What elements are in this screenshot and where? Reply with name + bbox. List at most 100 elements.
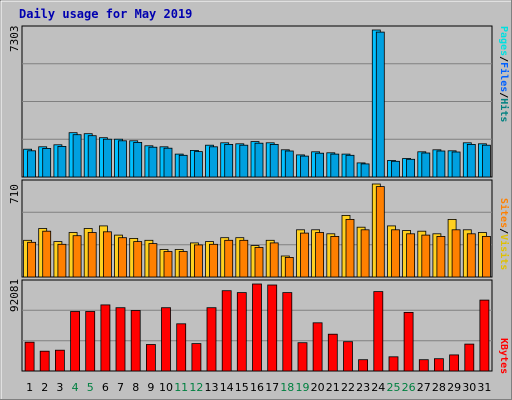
bar-hits-files-files-26 — [406, 158, 416, 178]
bar-sites-visits-sites-29 — [451, 229, 461, 278]
ymax-label-visits: 710 — [8, 184, 21, 204]
bar-kbytes-kbytes-17 — [267, 284, 278, 372]
bar-sites-visits-sites-6 — [103, 231, 112, 278]
legend-hits: Hits — [498, 98, 509, 123]
bar-hits-files-files-3 — [57, 145, 67, 178]
x-tick-label: 13 — [205, 381, 219, 394]
bar-sites-visits-sites-14 — [224, 239, 234, 278]
bar-kbytes-kbytes-5 — [85, 311, 96, 372]
legend-bot: KBytes — [498, 338, 509, 374]
bar-kbytes-kbytes-26 — [403, 311, 414, 372]
bar-sites-visits-sites-23 — [360, 229, 370, 278]
bar-hits-files-files-21 — [330, 153, 340, 178]
x-tick-label: 29 — [447, 381, 461, 394]
bar-hits-files-files-24 — [375, 31, 385, 178]
x-tick-label: 20 — [311, 381, 325, 394]
bar-hits-files-files-8 — [133, 141, 143, 178]
bar-kbytes-kbytes-20 — [312, 322, 323, 372]
legend-visits: Visits — [498, 234, 509, 271]
bar-kbytes-kbytes-21 — [327, 333, 338, 372]
chart-title: Daily usage for May 2019 — [19, 7, 193, 21]
bar-kbytes-kbytes-23 — [358, 359, 369, 372]
bar-hits-files-files-27 — [421, 152, 431, 178]
bar-kbytes-kbytes-11 — [176, 323, 187, 372]
x-tick-label: 16 — [250, 381, 264, 394]
bar-sites-visits-sites-16 — [254, 247, 264, 278]
x-tick-label: 5 — [87, 381, 94, 394]
x-tick-label: 31 — [477, 381, 491, 394]
bar-hits-files-files-2 — [42, 147, 52, 178]
bar-sites-visits-sites-21 — [330, 235, 340, 278]
legend-pages: Pages — [498, 26, 509, 57]
bar-sites-visits-sites-3 — [57, 243, 67, 278]
bar-hits-files-files-29 — [451, 151, 461, 178]
bar-hits-files-files-1 — [27, 150, 37, 178]
bar-kbytes-kbytes-19 — [297, 342, 308, 372]
bar-sites-visits-sites-8 — [133, 241, 143, 278]
bar-kbytes-kbytes-2 — [39, 350, 50, 372]
x-tick-label: 7 — [117, 381, 124, 394]
bar-hits-files-files-20 — [315, 152, 325, 178]
bar-kbytes-kbytes-30 — [464, 343, 475, 372]
bar-sites-visits-sites-24 — [375, 186, 385, 278]
bar-hits-files-files-5 — [87, 135, 97, 178]
bar-hits-files-files-14 — [224, 143, 234, 178]
x-tick-label: 23 — [356, 381, 370, 394]
bar-sites-visits-sites-30 — [466, 233, 476, 278]
bar-sites-visits-sites-28 — [436, 235, 446, 278]
bar-sites-visits-sites-25 — [391, 229, 400, 278]
bar-hits-files-files-12 — [193, 151, 203, 178]
bar-hits-files-files-9 — [148, 146, 158, 178]
legend-mid: Sites/Visits — [498, 198, 509, 270]
bar-kbytes-kbytes-24 — [373, 291, 384, 372]
bar-sites-visits-sites-19 — [300, 232, 309, 278]
bar-sites-visits-sites-18 — [284, 256, 294, 278]
bar-sites-visits-sites-5 — [87, 232, 97, 278]
bar-sites-visits-sites-31 — [481, 235, 491, 278]
bar-hits-files-files-6 — [103, 138, 112, 178]
bar-hits-files-files-10 — [163, 147, 173, 178]
bar-sites-visits-sites-20 — [315, 232, 325, 278]
bar-kbytes-kbytes-27 — [418, 359, 429, 372]
x-tick-label: 21 — [326, 381, 340, 394]
x-tick-label: 15 — [235, 381, 249, 394]
bar-sites-visits-sites-27 — [421, 234, 431, 278]
bar-hits-files-files-19 — [300, 155, 309, 178]
bar-hits-files-files-13 — [209, 146, 218, 178]
ymax-label-hits: 7303 — [8, 25, 21, 53]
x-tick-label: 8 — [132, 381, 139, 394]
bar-hits-files-files-25 — [391, 160, 400, 178]
bar-sites-visits-sites-15 — [239, 239, 249, 278]
bar-hits-files-files-16 — [254, 142, 264, 178]
bar-kbytes-kbytes-7 — [115, 307, 126, 372]
bar-hits-files-files-17 — [269, 143, 279, 178]
x-tick-label: 25 — [387, 381, 401, 394]
x-tick-label: 18 — [280, 381, 294, 394]
x-tick-label: 9 — [147, 381, 154, 394]
bar-kbytes-kbytes-28 — [433, 358, 444, 372]
bar-hits-files-files-23 — [360, 163, 370, 178]
bar-kbytes-kbytes-31 — [479, 299, 490, 372]
bar-hits-files-files-31 — [481, 144, 491, 178]
x-tick-label: 2 — [41, 381, 48, 394]
bar-kbytes-kbytes-3 — [55, 349, 65, 372]
bar-kbytes-kbytes-15 — [236, 292, 247, 372]
x-tick-label: 27 — [417, 381, 431, 394]
x-tick-label: 6 — [102, 381, 109, 394]
legend-top: Pages/Files/Hits — [498, 26, 509, 122]
bar-sites-visits-sites-17 — [269, 242, 279, 278]
bar-sites-visits-sites-10 — [163, 251, 173, 278]
bar-kbytes-kbytes-13 — [206, 307, 217, 372]
bar-hits-files-files-22 — [345, 154, 355, 178]
bar-kbytes-kbytes-10 — [161, 307, 171, 372]
x-tick-label: 12 — [189, 381, 203, 394]
bar-kbytes-kbytes-25 — [388, 356, 399, 372]
bar-kbytes-kbytes-1 — [24, 341, 35, 372]
legend-files: Files — [498, 62, 509, 93]
bar-hits-files-files-28 — [436, 150, 446, 178]
legend-kbytes: KBytes — [498, 338, 509, 375]
bar-kbytes-kbytes-12 — [191, 343, 202, 372]
bar-kbytes-kbytes-6 — [100, 304, 111, 372]
bar-kbytes-kbytes-8 — [130, 310, 141, 372]
x-tick-label: 11 — [174, 381, 188, 394]
